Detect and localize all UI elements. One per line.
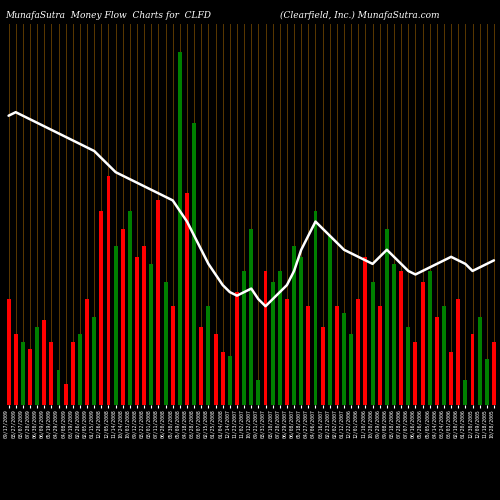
Bar — [364, 257, 368, 405]
Bar — [442, 306, 446, 405]
Bar — [270, 282, 274, 405]
Bar — [342, 314, 346, 405]
Bar — [264, 271, 268, 405]
Bar — [192, 123, 196, 405]
Bar — [50, 342, 54, 405]
Bar — [485, 359, 489, 405]
Bar — [428, 271, 432, 405]
Bar — [220, 352, 224, 405]
Bar — [235, 292, 239, 405]
Bar — [449, 352, 453, 405]
Bar — [200, 328, 203, 405]
Text: MunafaSutra  Money Flow  Charts for  CLFD: MunafaSutra Money Flow Charts for CLFD — [5, 11, 211, 20]
Bar — [435, 317, 439, 405]
Bar — [171, 306, 174, 405]
Bar — [492, 342, 496, 405]
Bar — [14, 334, 18, 405]
Bar — [214, 334, 218, 405]
Bar — [392, 264, 396, 405]
Bar — [142, 246, 146, 405]
Bar — [135, 257, 139, 405]
Bar — [356, 299, 360, 405]
Bar — [292, 246, 296, 405]
Bar — [164, 282, 168, 405]
Bar — [285, 299, 289, 405]
Bar — [256, 380, 260, 405]
Bar — [320, 328, 324, 405]
Bar — [464, 380, 468, 405]
Bar — [150, 264, 154, 405]
Bar — [478, 317, 482, 405]
Bar — [385, 228, 389, 405]
Bar — [64, 384, 68, 405]
Bar — [42, 320, 46, 405]
Bar — [156, 200, 160, 405]
Bar — [349, 334, 353, 405]
Bar — [250, 228, 253, 405]
Bar — [300, 257, 303, 405]
Bar — [399, 271, 403, 405]
Bar — [128, 211, 132, 405]
Bar — [106, 176, 110, 405]
Bar — [85, 299, 89, 405]
Bar — [414, 342, 418, 405]
Bar — [185, 194, 189, 405]
Bar — [335, 306, 339, 405]
Text: (Clearfield, Inc.) MunafaSutra.com: (Clearfield, Inc.) MunafaSutra.com — [280, 11, 440, 20]
Bar — [121, 228, 124, 405]
Bar — [370, 282, 374, 405]
Bar — [56, 370, 60, 405]
Bar — [114, 246, 117, 405]
Bar — [242, 271, 246, 405]
Bar — [378, 306, 382, 405]
Bar — [35, 328, 39, 405]
Bar — [406, 328, 410, 405]
Bar — [178, 52, 182, 405]
Bar — [456, 299, 460, 405]
Bar — [228, 356, 232, 405]
Bar — [278, 271, 282, 405]
Bar — [21, 342, 25, 405]
Bar — [78, 334, 82, 405]
Bar — [28, 348, 32, 405]
Bar — [92, 317, 96, 405]
Bar — [314, 211, 318, 405]
Bar — [6, 299, 10, 405]
Bar — [420, 282, 424, 405]
Bar — [100, 211, 103, 405]
Bar — [306, 306, 310, 405]
Bar — [71, 342, 75, 405]
Bar — [206, 306, 210, 405]
Bar — [470, 334, 474, 405]
Bar — [328, 236, 332, 405]
